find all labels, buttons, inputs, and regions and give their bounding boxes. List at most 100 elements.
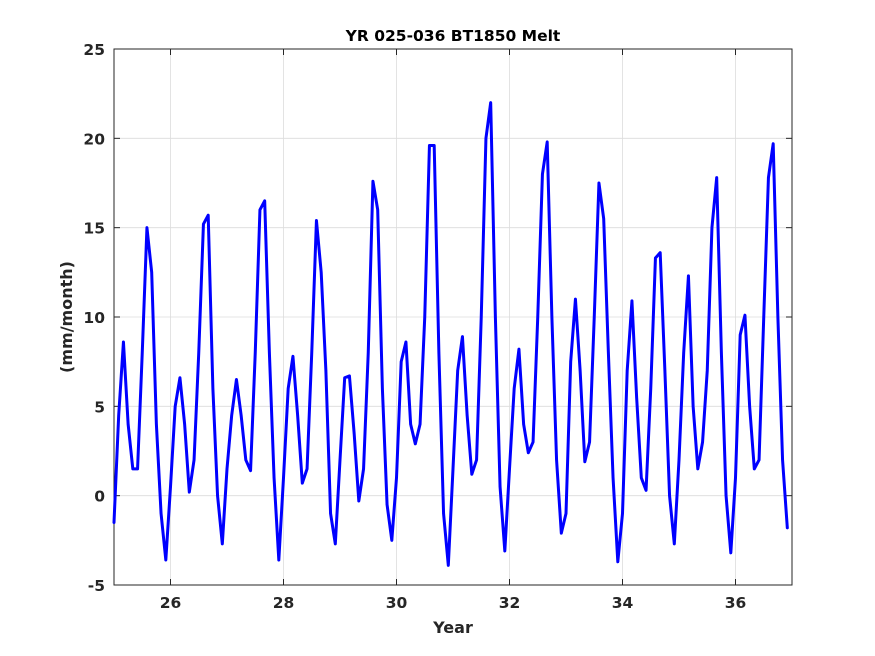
data-point — [531, 440, 535, 444]
data-point — [409, 423, 412, 426]
series-layer — [112, 101, 789, 567]
data-point — [527, 451, 530, 454]
data-point — [593, 315, 596, 319]
data-point — [621, 512, 624, 515]
data-point — [480, 315, 483, 319]
data-point — [329, 512, 332, 515]
data-point — [701, 440, 704, 444]
data-point — [677, 458, 681, 462]
data-point — [145, 226, 149, 229]
data-point — [607, 351, 610, 354]
data-point — [362, 467, 365, 471]
data-point — [155, 423, 158, 426]
data-point — [564, 512, 568, 515]
data-point — [371, 180, 375, 183]
data-point — [183, 423, 186, 426]
data-point — [611, 476, 615, 479]
data-point — [734, 476, 737, 479]
data-point — [630, 299, 634, 303]
data-point — [381, 387, 384, 390]
data-point — [164, 558, 168, 562]
data-point — [517, 347, 521, 351]
data-point — [348, 374, 351, 378]
data-point — [456, 369, 459, 372]
data-point — [786, 526, 789, 530]
data-point — [706, 369, 709, 372]
data-point — [588, 440, 591, 444]
data-point — [254, 351, 257, 354]
data-point — [753, 467, 756, 471]
x-tick-label: 26 — [160, 594, 182, 612]
y-tick-label: 5 — [94, 398, 105, 416]
data-point — [173, 405, 177, 408]
tick-layer: 26 28 30 32 34 36 -5 0 5 10 15 20 25 — [83, 41, 792, 612]
data-point — [206, 213, 210, 217]
data-point — [126, 423, 130, 426]
data-point — [263, 199, 266, 203]
data-point — [399, 360, 403, 363]
data-point — [461, 335, 464, 338]
data-point — [343, 376, 346, 379]
data-point — [136, 467, 139, 471]
data-point — [150, 271, 153, 274]
data-point — [451, 467, 455, 471]
data-point — [221, 542, 224, 546]
y-tick-label: 10 — [83, 309, 105, 327]
data-point — [644, 489, 648, 492]
data-point — [188, 490, 191, 494]
data-point — [569, 360, 572, 363]
data-point — [437, 351, 441, 354]
data-point — [414, 442, 417, 446]
data-point — [447, 564, 450, 567]
data-point — [625, 369, 629, 372]
data-point — [578, 369, 582, 372]
data-point — [560, 531, 563, 535]
data-point — [555, 458, 558, 462]
y-tick-label: 0 — [94, 488, 105, 506]
x-tick-label: 32 — [499, 594, 521, 612]
data-point — [743, 314, 747, 317]
data-point — [315, 219, 318, 222]
data-point — [640, 476, 643, 479]
y-axis-label: (mm/month) — [57, 261, 76, 373]
data-point — [729, 551, 733, 555]
x-tick-label: 28 — [273, 594, 295, 612]
data-point — [291, 355, 295, 358]
data-point — [668, 494, 671, 497]
x-tick-label: 30 — [386, 594, 408, 612]
data-point — [503, 549, 507, 553]
y-tick-label: -5 — [88, 577, 105, 595]
data-point — [334, 542, 337, 546]
data-point — [442, 512, 445, 515]
data-point — [423, 315, 426, 319]
data-point — [390, 539, 394, 542]
data-point — [239, 414, 243, 417]
data-point — [141, 351, 144, 354]
data-point — [470, 473, 474, 476]
x-tick-label: 36 — [725, 594, 747, 612]
data-point — [338, 458, 342, 462]
y-tick-label: 25 — [83, 41, 105, 59]
data-point — [602, 217, 605, 220]
data-point — [776, 315, 780, 319]
y-tick-label: 15 — [83, 220, 105, 238]
data-point — [673, 542, 676, 546]
data-point — [277, 558, 281, 562]
data-point — [649, 387, 652, 390]
data-point — [541, 172, 544, 176]
data-point — [696, 467, 700, 471]
chart-title: YR 025-036 BT1850 Melt — [345, 27, 561, 45]
data-point — [319, 271, 323, 274]
data-point — [489, 101, 492, 104]
x-tick-label: 34 — [612, 594, 634, 612]
data-point — [244, 458, 248, 462]
data-point — [216, 494, 219, 497]
data-point — [715, 176, 718, 179]
data-point — [574, 297, 577, 301]
data-point — [202, 222, 205, 226]
data-point — [268, 351, 271, 354]
data-point — [757, 458, 761, 462]
data-point — [272, 476, 276, 479]
data-point — [583, 460, 587, 463]
